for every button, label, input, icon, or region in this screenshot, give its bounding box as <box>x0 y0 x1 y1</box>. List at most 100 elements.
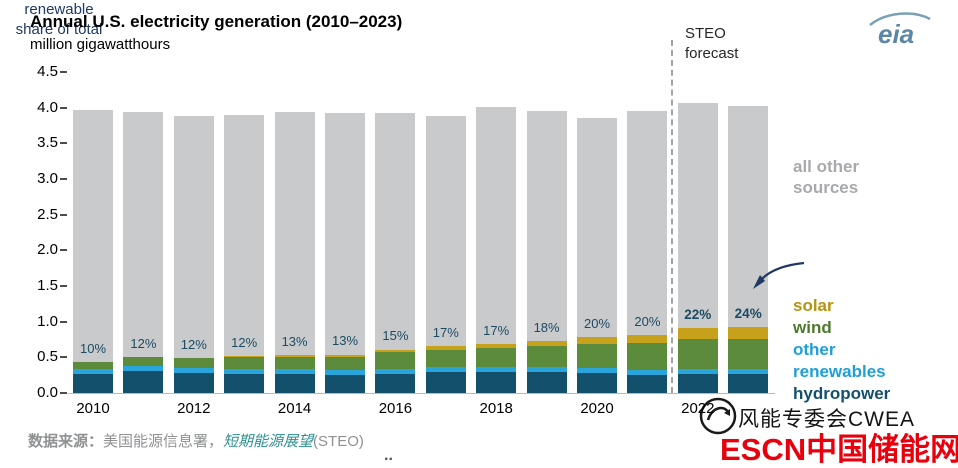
y-axis-tick <box>60 320 67 323</box>
segment-all-other-sources <box>274 112 315 356</box>
segment-hydropower <box>224 373 265 393</box>
y-axis-tick <box>60 213 67 216</box>
x-axis-label-2010: 2010 <box>76 400 110 417</box>
segment-other-renewables <box>577 368 617 374</box>
source-prefix: 数据来源： <box>28 433 104 450</box>
y-axis-label-2.5: 2.5 <box>37 205 58 223</box>
renewable-share-pct-2021: 20% <box>634 313 661 329</box>
segment-other-renewables <box>274 369 315 375</box>
y-axis-label-2.0: 2.0 <box>37 241 58 259</box>
legend-hydropower: hydropower <box>793 384 891 403</box>
segment-all-other-sources <box>577 118 617 338</box>
y-axis-label-0.0: 0.0 <box>37 384 58 401</box>
bar-2013 <box>224 114 265 393</box>
segment-other-renewables <box>325 370 365 376</box>
legend-other-line2: renewables <box>793 362 886 381</box>
segment-other-renewables <box>526 367 567 373</box>
y-axis-label-3.0: 3.0 <box>37 170 58 187</box>
bar-2017 <box>425 116 466 393</box>
segment-hydropower <box>728 374 769 393</box>
y-axis-label-1.0: 1.0 <box>37 312 58 330</box>
segment-all-other-sources <box>173 115 214 359</box>
segment-wind <box>375 352 416 369</box>
segment-wind <box>677 338 718 370</box>
y-axis-tick <box>60 106 67 109</box>
segment-all-other-sources <box>677 103 718 329</box>
bar-2023 <box>728 106 769 393</box>
y-axis-tick <box>60 249 67 252</box>
segment-all-other-sources <box>425 116 466 346</box>
legend-all-other-line1: all other <box>793 157 860 176</box>
segment-wind <box>274 356 315 370</box>
segment-solar <box>728 326 769 339</box>
y-axis-label-0.5: 0.5 <box>37 348 58 366</box>
watermark-escn-text: ESCN中国储能网 <box>720 432 958 467</box>
segment-wind <box>425 349 466 368</box>
chart-units-subtitle: million gigawatthours <box>30 36 171 53</box>
renewable-share-arrow-icon <box>753 261 805 289</box>
segment-hydropower <box>173 373 214 393</box>
y-axis-label-4.5: 4.5 <box>37 63 58 80</box>
segment-solar <box>224 355 265 357</box>
segment-hydropower <box>677 374 718 393</box>
segment-other-renewables <box>123 365 164 371</box>
segment-other-renewables <box>425 367 466 373</box>
renewable-share-pct-2015: 13% <box>331 333 359 349</box>
renewable-share-pct-2012: 12% <box>180 337 207 353</box>
segment-solar <box>425 345 466 350</box>
legend-renewable-share-line1: renewable <box>24 1 94 18</box>
y-axis-label-3.5: 3.5 <box>37 134 58 152</box>
source-report-link[interactable]: 短期能源展望 <box>223 433 314 450</box>
segment-all-other-sources <box>476 107 517 344</box>
renewable-share-pct-2020: 20% <box>583 316 611 332</box>
bar-2016 <box>375 113 416 393</box>
renewable-share-pct-2016: 15% <box>382 328 409 344</box>
eia-logo-text: eia <box>878 19 914 49</box>
segment-wind <box>526 345 567 368</box>
segment-solar <box>577 337 617 344</box>
renewable-share-pct-2018: 17% <box>483 322 510 338</box>
bar-2022 <box>677 103 718 393</box>
y-axis-label-1.5: 1.5 <box>37 277 58 294</box>
renewable-share-pct-2019: 18% <box>533 319 560 335</box>
segment-hydropower <box>476 372 517 393</box>
y-axis-label-4.0: 4.0 <box>37 98 58 116</box>
segment-hydropower <box>325 375 365 393</box>
segment-all-other-sources <box>325 113 365 355</box>
bar-2011 <box>123 111 164 393</box>
segment-wind <box>577 343 617 369</box>
renewable-share-pct-2022: 22% <box>684 307 712 323</box>
segment-other-renewables <box>73 369 113 375</box>
segment-other-renewables <box>375 368 416 374</box>
segment-hydropower <box>123 370 164 393</box>
segment-solar <box>274 355 315 357</box>
x-axis-label-2016: 2016 <box>378 400 413 417</box>
segment-all-other-sources <box>123 111 164 358</box>
segment-all-other-sources <box>728 106 769 327</box>
segment-wind <box>627 343 668 371</box>
segment-other-renewables <box>173 368 214 374</box>
segment-hydropower <box>526 372 567 393</box>
watermark-circle-arrow-icon <box>699 397 737 435</box>
renewable-share-pct-2014: 13% <box>281 334 308 350</box>
bar-2020 <box>577 118 617 393</box>
renewable-share-pct-2010: 10% <box>79 341 107 357</box>
bar-2018 <box>476 107 517 393</box>
bar-2019 <box>526 110 567 393</box>
renewable-share-pct-2017: 17% <box>432 324 459 340</box>
legend-all-other-line2: sources <box>793 178 859 197</box>
segment-other-renewables <box>677 369 718 375</box>
cropped-text-dots: .. <box>384 447 393 464</box>
page-title: Annual U.S. electricity generation (2010… <box>30 12 403 31</box>
bar-2014 <box>274 112 315 393</box>
segment-all-other-sources <box>73 109 113 363</box>
segment-wind <box>325 356 365 371</box>
segment-other-renewables <box>476 367 517 373</box>
segment-wind <box>476 348 517 368</box>
x-axis-label-2022: 2022 <box>681 400 715 417</box>
segment-all-other-sources <box>375 113 416 350</box>
y-axis-tick <box>60 285 67 287</box>
legend-wind: wind <box>793 318 832 337</box>
y-axis-tick <box>60 71 67 73</box>
segment-solar <box>375 349 416 353</box>
